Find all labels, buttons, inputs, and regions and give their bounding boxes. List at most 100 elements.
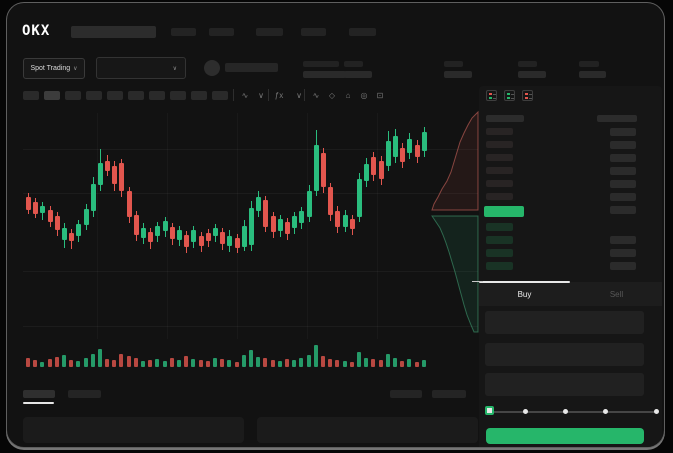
okx-logo[interactable]: OKX	[22, 23, 51, 39]
nav-item-placeholder[interactable]	[301, 28, 326, 36]
ticker-stat-label	[303, 61, 339, 67]
book-icon-mark	[489, 97, 492, 99]
chevron-down-icon[interactable]: ∨	[258, 90, 264, 100]
bid-row-price[interactable]	[486, 249, 513, 257]
ask-row-price[interactable]	[486, 193, 513, 200]
book-icon-mark	[525, 97, 528, 99]
slider-stop[interactable]	[603, 409, 608, 414]
timeframe-button[interactable]	[149, 91, 165, 100]
timeframe-button[interactable]	[170, 91, 186, 100]
candle-body	[278, 219, 283, 231]
gridline-v	[237, 113, 238, 339]
candle-body	[386, 141, 391, 166]
nav-search-placeholder[interactable]	[71, 26, 156, 38]
toolbar-divider	[304, 89, 305, 101]
price-field[interactable]	[485, 311, 644, 334]
candle-body	[307, 191, 312, 217]
candle-body	[69, 233, 74, 241]
book-bids-only-icon[interactable]	[504, 90, 515, 101]
pair-favorite-icon[interactable]	[204, 60, 220, 76]
bid-row-price[interactable]	[486, 262, 513, 270]
slider-track[interactable]	[489, 411, 656, 413]
volume-bar	[163, 361, 167, 367]
buy-submit-button[interactable]	[486, 428, 644, 444]
candle-body	[242, 226, 247, 247]
bottom-action-placeholder[interactable]	[432, 390, 466, 398]
ask-row-price[interactable]	[486, 128, 513, 135]
nav-item-placeholder[interactable]	[256, 28, 283, 36]
ask-row-price[interactable]	[486, 167, 513, 174]
timeframe-button[interactable]	[191, 91, 207, 100]
fullscreen-icon[interactable]: ⊡	[376, 90, 384, 100]
depth-chart	[431, 110, 479, 333]
volume-bar	[407, 359, 411, 367]
candle-body	[213, 228, 218, 236]
timeframe-button[interactable]	[86, 91, 102, 100]
tab-sell[interactable]: Sell	[609, 289, 624, 299]
chevron-down-icon[interactable]: ∨	[296, 90, 302, 100]
ask-row-price[interactable]	[486, 180, 513, 187]
book-combined-icon[interactable]	[486, 90, 497, 101]
timeframe-button[interactable]	[23, 91, 39, 100]
line-tool-icon[interactable]: ∿	[312, 90, 320, 100]
tab-buy[interactable]: Buy	[517, 289, 532, 299]
book-icon-line	[493, 98, 496, 99]
slider-stop[interactable]	[563, 409, 568, 414]
bottom-action-placeholder[interactable]	[390, 390, 422, 398]
candle-body	[350, 219, 355, 229]
candle-body	[62, 228, 67, 240]
last-price-badge[interactable]	[484, 206, 524, 217]
snapshot-camera-icon[interactable]: ⌂	[345, 90, 351, 100]
pair-dropdown[interactable]: ∨	[96, 57, 186, 79]
book-asks-only-icon[interactable]	[522, 90, 533, 101]
candle-body	[199, 236, 204, 246]
bid-row-price[interactable]	[486, 223, 513, 231]
nav-item-placeholder[interactable]	[349, 28, 376, 36]
candle-body	[48, 210, 53, 222]
bid-row-price[interactable]	[486, 236, 513, 244]
ask-row-amount	[610, 180, 636, 188]
market-type-dropdown[interactable]: Spot Trading ∨	[23, 58, 85, 79]
candle-body	[105, 161, 110, 171]
timeframe-button[interactable]	[107, 91, 123, 100]
indicators-fx-icon[interactable]: ƒx	[274, 90, 284, 100]
candle-body	[285, 222, 290, 234]
volume-bar	[393, 358, 397, 367]
volume-bar	[26, 358, 30, 367]
nav-item-placeholder[interactable]	[171, 28, 196, 36]
candle-body	[343, 215, 348, 227]
candle-body	[220, 232, 225, 244]
timeframe-button[interactable]	[212, 91, 228, 100]
bottom-tab-orders[interactable]	[23, 390, 55, 398]
volume-bar	[249, 350, 253, 367]
candle-style-icon[interactable]: ∿	[241, 90, 249, 100]
ask-row-amount	[610, 167, 636, 175]
candle-body	[263, 200, 268, 227]
bid-row-amount	[610, 236, 636, 244]
toolbar-divider	[268, 89, 269, 101]
compare-icon[interactable]: ◇	[328, 90, 336, 100]
volume-bar	[98, 349, 102, 367]
candle-body	[98, 163, 103, 185]
candle-body	[206, 233, 211, 241]
timeframe-button[interactable]	[128, 91, 144, 100]
ask-row-price[interactable]	[486, 154, 513, 161]
timeframe-button[interactable]	[65, 91, 81, 100]
bid-row-amount	[610, 262, 636, 270]
ask-row-price[interactable]	[486, 141, 513, 148]
volume-bar	[422, 360, 426, 367]
amount-field[interactable]	[485, 343, 644, 366]
settings-gear-icon[interactable]: ◎	[360, 90, 368, 100]
total-field[interactable]	[485, 373, 644, 396]
volume-bar	[148, 360, 152, 367]
volume-bar	[91, 354, 95, 367]
candle-body	[148, 232, 153, 242]
bottom-tab-history[interactable]	[68, 390, 101, 398]
slider-stop[interactable]	[523, 409, 528, 414]
nav-item-placeholder[interactable]	[209, 28, 234, 36]
candle-body	[119, 163, 124, 191]
slider-stop[interactable]	[654, 409, 659, 414]
slider-handle[interactable]	[485, 406, 494, 415]
volume-bar	[321, 356, 325, 367]
timeframe-button[interactable]	[44, 91, 60, 100]
